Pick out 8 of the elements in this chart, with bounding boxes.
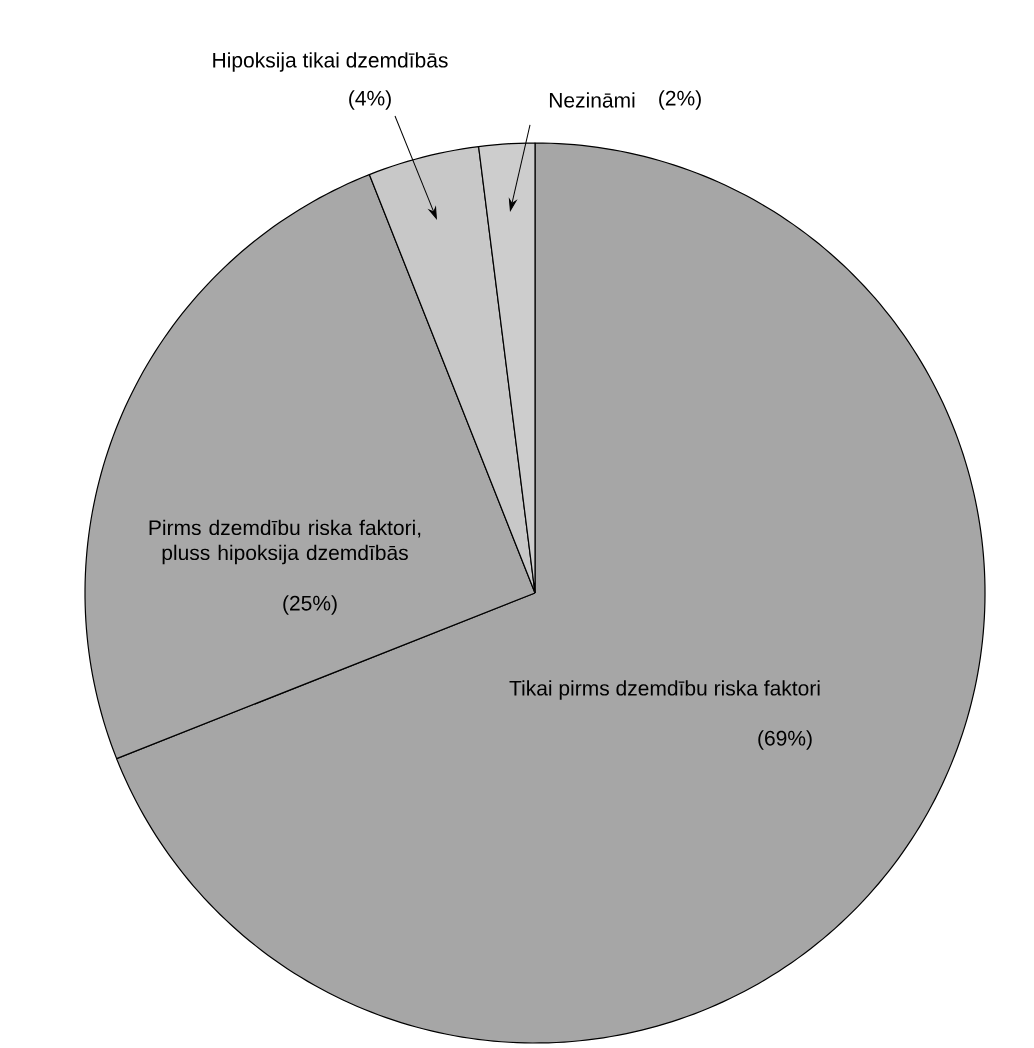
data-label: (2%) xyxy=(659,90,701,110)
slice-label: Pirms dzemdību riska faktori, pluss hipoksija dzemdībās xyxy=(149,519,421,565)
slice-label: Hipoksija tikai dzemdībās xyxy=(213,52,448,72)
slice-label: Tikai pirms dzemdību riska faktori xyxy=(509,680,820,700)
data-label: (4%) xyxy=(349,90,391,110)
slice-label: Nezināmi xyxy=(549,92,635,108)
data-label: (69%) xyxy=(758,730,812,750)
data-label: (25%) xyxy=(283,595,337,615)
